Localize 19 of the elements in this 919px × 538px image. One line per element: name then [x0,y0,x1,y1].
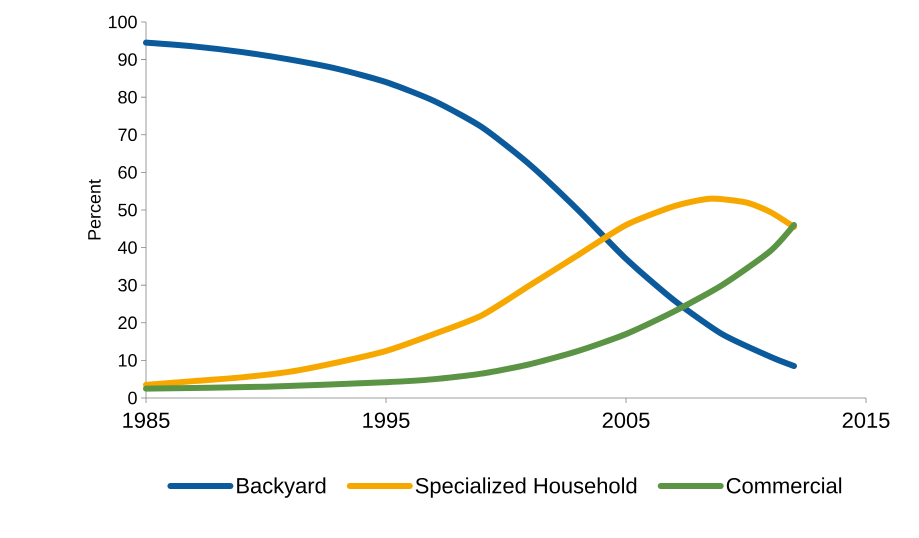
x-tick-label: 1985 [123,412,170,428]
x-tick-label: 2015 [842,412,890,428]
y-tick-label: 60 [118,166,137,179]
y-axis-title: Percent [88,179,101,240]
y-tick-label: 0 [128,392,137,404]
y-tick-label: 50 [118,204,137,216]
legend-label: Commercial [726,477,842,494]
y-tick-label: 70 [118,128,137,142]
legend-label: Backyard [237,477,326,498]
y-tick-label: 40 [118,241,137,254]
y-tick-label: 100 [108,16,137,28]
y-tick-label: 10 [118,354,137,367]
y-tick-label: 90 [118,53,137,66]
y-tick-label: 80 [118,90,137,104]
x-tick-label: 2005 [602,412,650,428]
y-tick-label: 20 [118,316,137,330]
y-tick-label: 30 [118,278,137,292]
x-tick-label: 1995 [363,412,410,428]
legend-label: Specialized Household [416,477,636,498]
